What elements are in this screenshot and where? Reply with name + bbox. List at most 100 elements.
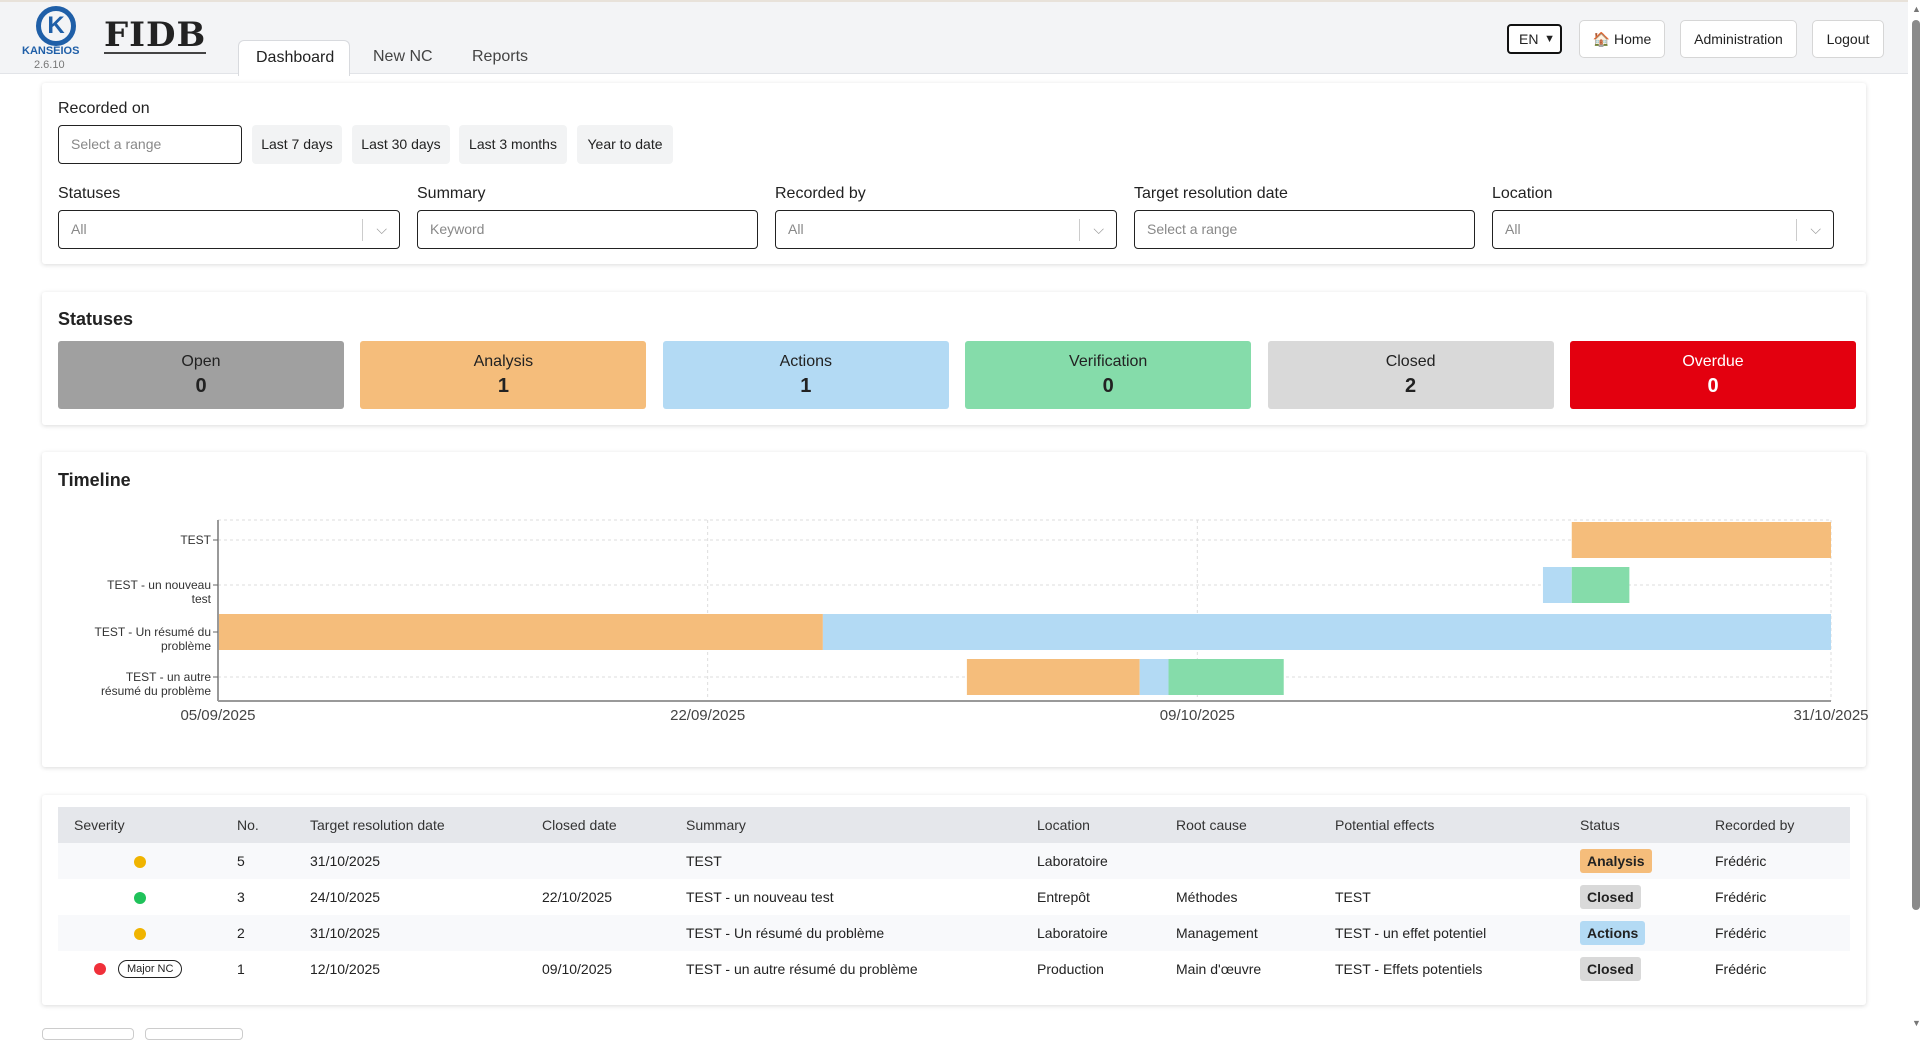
cell-target: 12/10/2025 (310, 961, 381, 977)
language-select[interactable]: EN ▼ (1507, 24, 1562, 54)
status-card-label: Open (181, 353, 221, 370)
tab-new-nc[interactable]: New NC (373, 48, 433, 65)
language-value: EN (1519, 31, 1539, 47)
cell-no: 3 (237, 889, 245, 905)
cell-root: Méthodes (1176, 889, 1238, 905)
statuses-select[interactable]: All ⌵ (58, 210, 400, 249)
status-card-open[interactable]: Open 0 (58, 341, 344, 409)
column-header[interactable]: Closed date (542, 807, 686, 843)
cell-no: 5 (237, 843, 310, 879)
column-header[interactable]: Severity (58, 807, 237, 843)
chevron-down-icon: ⌵ (376, 221, 387, 237)
column-header[interactable]: Location (1037, 807, 1176, 843)
year-to-date-button[interactable]: Year to date (577, 125, 673, 164)
table-row[interactable]: 2 31/10/2025 TEST - Un résumé du problème L… (58, 915, 1850, 951)
cell-by: Frédéric (1715, 843, 1850, 879)
status-card-label: Actions (779, 353, 833, 370)
table-row[interactable]: 5 31/10/2025 TEST Laboratoire Analysis Frédér… (58, 843, 1850, 879)
timeline-card (42, 452, 1866, 767)
statuses-select-value: All (71, 221, 87, 237)
status-card-verification[interactable]: Verification 0 (965, 341, 1252, 409)
cell-root: Main d'œuvre (1176, 961, 1262, 977)
cell-no: 1 (237, 961, 245, 977)
pagination-button[interactable] (42, 1028, 134, 1040)
cell-closed (542, 915, 686, 951)
last-7-days-button[interactable]: Last 7 days (252, 125, 342, 164)
cell-effects: TEST (1335, 889, 1371, 905)
home-button[interactable]: 🏠 Home (1579, 20, 1665, 58)
logout-button[interactable]: Logout (1812, 20, 1884, 58)
administration-button[interactable]: Administration (1680, 20, 1797, 58)
scroll-up-icon[interactable]: ▲ (1912, 4, 1921, 14)
location-select[interactable]: All ⌵ (1492, 210, 1834, 249)
status-badge: Closed (1580, 885, 1641, 909)
cell-target: 24/10/2025 (310, 889, 381, 905)
recorded-by-select[interactable]: All ⌵ (775, 210, 1117, 249)
nc-table: Severity No. Target resolution date Closed … (58, 807, 1850, 987)
timeline-title: Timeline (58, 470, 131, 490)
tab-dashboard[interactable]: Dashboard (238, 40, 350, 76)
statuses-card (42, 292, 1866, 425)
pagination-button[interactable] (145, 1028, 243, 1040)
table-header-row: Severity No. Target resolution date Closed … (58, 807, 1850, 843)
scrollbar-thumb[interactable] (1912, 20, 1920, 910)
chevron-down-icon: ⌵ (1093, 221, 1104, 237)
status-card-label: Analysis (473, 353, 534, 370)
recorded-by-filter-label: Recorded by (775, 185, 866, 202)
target-date-filter-label: Target resolution date (1134, 185, 1288, 202)
status-card-overdue[interactable]: Overdue 0 (1570, 341, 1856, 409)
status-card-count: 0 (1707, 375, 1719, 397)
column-header[interactable]: Status (1580, 807, 1715, 843)
table-row[interactable]: 3 24/10/2025 22/10/2025 TEST - un nouveau t… (58, 879, 1850, 915)
status-card-actions[interactable]: Actions 1 (662, 341, 949, 409)
location-filter-label: Location (1492, 185, 1553, 202)
cell-target: 31/10/2025 (310, 915, 542, 951)
column-header[interactable]: Target resolution date (310, 807, 542, 843)
status-badge: Analysis (1580, 849, 1652, 873)
cell-closed: 09/10/2025 (542, 961, 613, 977)
chevron-down-icon: ▼ (1544, 33, 1555, 45)
cell-closed: 22/10/2025 (542, 889, 613, 905)
cell-summary: TEST (686, 843, 1037, 879)
cell-effects: TEST - Effets potentiels (1335, 961, 1483, 977)
cell-root: Management (1176, 915, 1335, 951)
status-card-closed[interactable]: Closed 2 (1267, 341, 1554, 409)
summary-filter-label: Summary (417, 185, 486, 202)
tab-reports[interactable]: Reports (472, 48, 529, 65)
column-header[interactable]: No. (237, 807, 310, 843)
top-bar: K KANSEIOS 2.6.10 FIDB Dashboard New NC … (0, 0, 1908, 76)
status-card-count: 1 (800, 375, 812, 397)
last-30-days-button[interactable]: Last 30 days (352, 125, 450, 164)
column-header[interactable]: Root cause (1176, 807, 1335, 843)
cell-by: Frédéric (1715, 961, 1767, 977)
cell-location: Laboratoire (1037, 915, 1176, 951)
column-header[interactable]: Summary (686, 807, 1037, 843)
statuses-title: Statuses (58, 309, 134, 329)
status-card-analysis[interactable]: Analysis 1 (360, 341, 647, 409)
app-version: 2.6.10 (34, 59, 65, 71)
recorded-on-label: Recorded on (58, 100, 150, 117)
cell-by: Frédéric (1715, 915, 1850, 951)
last-3-months-button[interactable]: Last 3 months (459, 125, 567, 164)
column-header[interactable]: Recorded by (1715, 807, 1850, 843)
status-card-label: Overdue (1682, 353, 1744, 370)
table-row[interactable]: Major NC 1 12/10/2025 09/10/2025 TEST - un a… (58, 951, 1850, 987)
target-date-input[interactable]: Select a range (1134, 210, 1475, 249)
status-badge: Actions (1580, 921, 1646, 945)
status-card-count: 0 (1102, 375, 1114, 397)
summary-input[interactable]: Keyword (417, 210, 758, 249)
cell-target: 31/10/2025 (310, 843, 542, 879)
location-select-value: All (1505, 221, 1521, 237)
column-header[interactable]: Potential effects (1335, 807, 1580, 843)
kanseios-logo: K (36, 6, 76, 46)
scroll-down-icon[interactable]: ▼ (1912, 1018, 1921, 1028)
house-icon: 🏠 (1592, 31, 1611, 47)
severity-tag: Major NC (118, 960, 183, 979)
home-label: Home (1613, 31, 1652, 47)
cell-no: 2 (237, 915, 310, 951)
scrollbar[interactable]: ▲ ▼ (1908, 0, 1924, 1034)
cell-summary: TEST - un autre résumé du problème (686, 961, 918, 977)
cell-summary: TEST - un nouveau test (686, 889, 834, 905)
recorded-on-input[interactable]: Select a range (58, 125, 242, 164)
status-badge: Closed (1580, 957, 1641, 981)
